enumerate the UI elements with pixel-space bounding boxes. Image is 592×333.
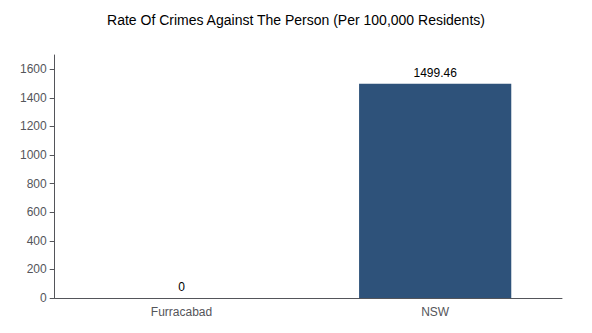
- svg-text:0: 0: [178, 280, 185, 294]
- svg-text:Rate Of Crimes Against The Per: Rate Of Crimes Against The Person (Per 1…: [107, 12, 485, 28]
- svg-text:600: 600: [27, 205, 47, 219]
- svg-text:NSW: NSW: [421, 305, 450, 319]
- svg-text:400: 400: [27, 234, 47, 248]
- svg-text:1000: 1000: [20, 148, 47, 162]
- svg-text:1499.46: 1499.46: [413, 66, 457, 80]
- svg-text:0: 0: [40, 291, 47, 305]
- svg-text:200: 200: [27, 262, 47, 276]
- svg-text:Furracabad: Furracabad: [151, 305, 212, 319]
- svg-text:800: 800: [27, 177, 47, 191]
- svg-text:1600: 1600: [20, 62, 47, 76]
- svg-text:1400: 1400: [20, 91, 47, 105]
- svg-text:1200: 1200: [20, 119, 47, 133]
